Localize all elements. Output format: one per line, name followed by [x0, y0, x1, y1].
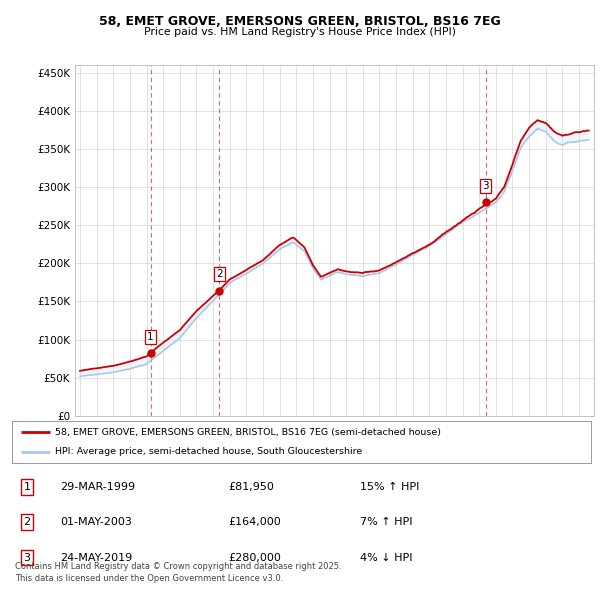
Text: Price paid vs. HM Land Registry's House Price Index (HPI): Price paid vs. HM Land Registry's House … — [144, 27, 456, 37]
Text: 4% ↓ HPI: 4% ↓ HPI — [360, 553, 413, 562]
Text: 29-MAR-1999: 29-MAR-1999 — [60, 482, 135, 491]
Text: 24-MAY-2019: 24-MAY-2019 — [60, 553, 132, 562]
Text: 15% ↑ HPI: 15% ↑ HPI — [360, 482, 419, 491]
Text: 3: 3 — [23, 553, 31, 562]
Text: 01-MAY-2003: 01-MAY-2003 — [60, 517, 132, 527]
Text: 1: 1 — [23, 482, 31, 491]
Text: £280,000: £280,000 — [228, 553, 281, 562]
Text: 1: 1 — [147, 332, 154, 342]
Text: Contains HM Land Registry data © Crown copyright and database right 2025.
This d: Contains HM Land Registry data © Crown c… — [15, 562, 341, 583]
Text: £164,000: £164,000 — [228, 517, 281, 527]
Text: 2: 2 — [23, 517, 31, 527]
Text: HPI: Average price, semi-detached house, South Gloucestershire: HPI: Average price, semi-detached house,… — [55, 447, 362, 456]
Text: 2: 2 — [216, 270, 223, 279]
Text: £81,950: £81,950 — [228, 482, 274, 491]
Text: 58, EMET GROVE, EMERSONS GREEN, BRISTOL, BS16 7EG: 58, EMET GROVE, EMERSONS GREEN, BRISTOL,… — [99, 15, 501, 28]
Text: 58, EMET GROVE, EMERSONS GREEN, BRISTOL, BS16 7EG (semi-detached house): 58, EMET GROVE, EMERSONS GREEN, BRISTOL,… — [55, 428, 442, 437]
Text: 3: 3 — [482, 181, 489, 191]
Text: 7% ↑ HPI: 7% ↑ HPI — [360, 517, 413, 527]
